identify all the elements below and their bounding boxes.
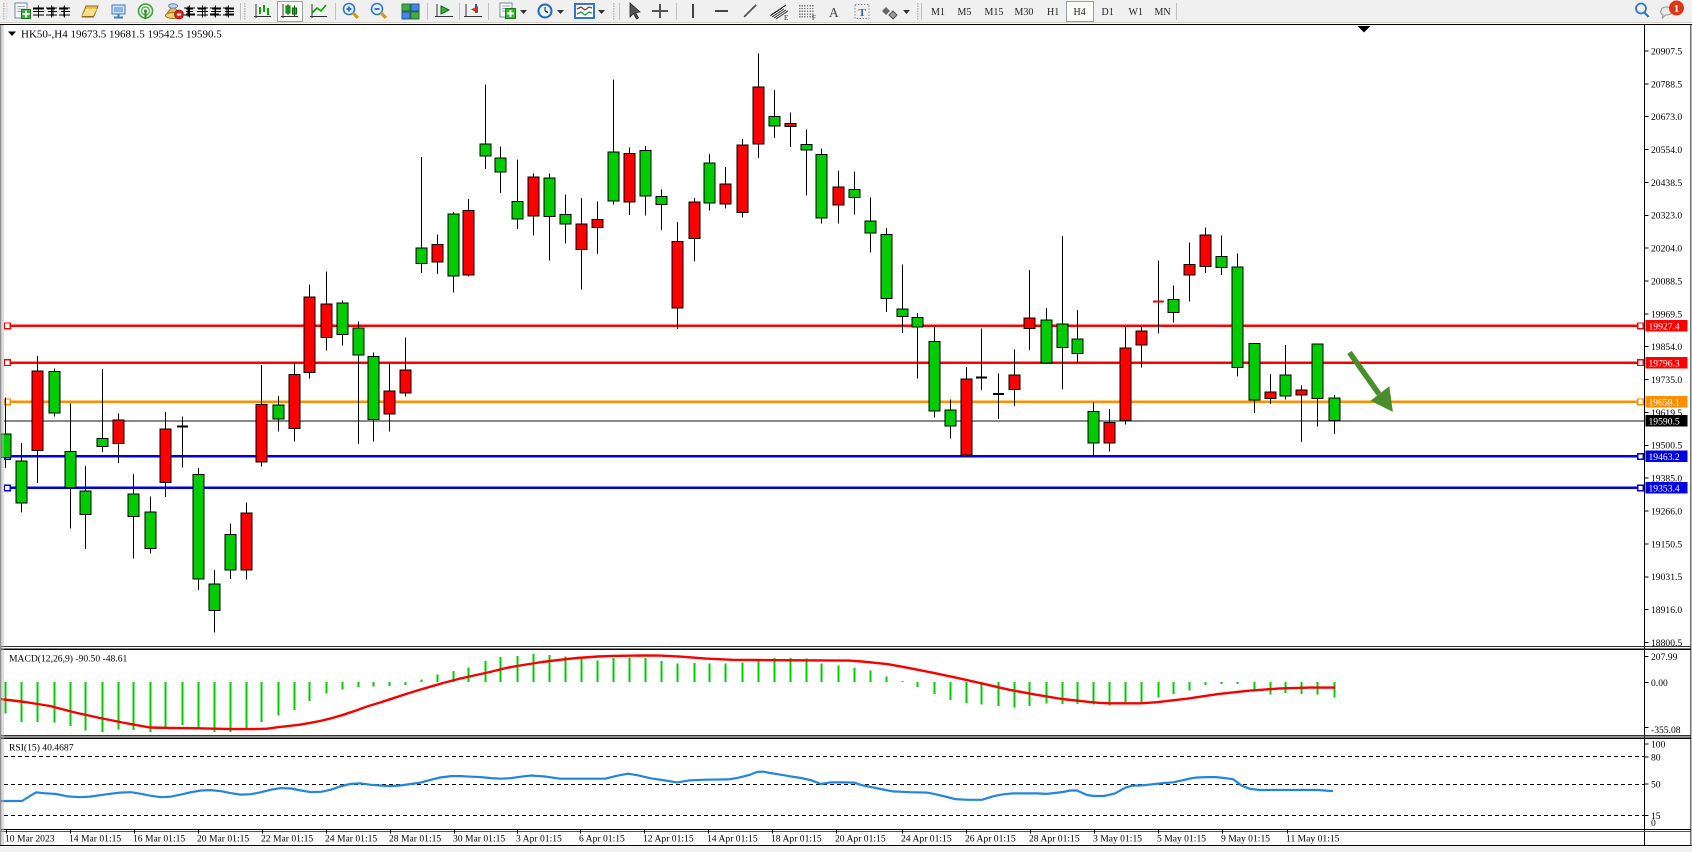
svg-text:19796.3: 19796.3 xyxy=(1649,358,1680,369)
svg-text:19500.5: 19500.5 xyxy=(1651,441,1682,452)
svg-text:19854.0: 19854.0 xyxy=(1651,342,1682,353)
svg-text:M15: M15 xyxy=(985,7,1004,18)
svg-text:100: 100 xyxy=(1651,739,1666,750)
svg-text:-355.08: -355.08 xyxy=(1651,725,1681,736)
svg-text:80: 80 xyxy=(1651,752,1661,763)
svg-text:20 Apr 01:15: 20 Apr 01:15 xyxy=(835,834,886,845)
svg-text:1: 1 xyxy=(1674,3,1680,15)
svg-text:19463.2: 19463.2 xyxy=(1649,452,1680,463)
svg-text:20438.5: 20438.5 xyxy=(1651,178,1682,189)
svg-text:5 May 01:15: 5 May 01:15 xyxy=(1157,834,1206,845)
svg-text:26 Apr 01:15: 26 Apr 01:15 xyxy=(965,834,1016,845)
svg-text:M1: M1 xyxy=(931,7,945,18)
svg-text:0.00: 0.00 xyxy=(1651,678,1668,689)
svg-text:RSI(15) 40.4687: RSI(15) 40.4687 xyxy=(9,743,74,754)
svg-text:207.99: 207.99 xyxy=(1651,652,1678,663)
svg-text:A: A xyxy=(829,5,839,20)
svg-text:24 Mar 01:15: 24 Mar 01:15 xyxy=(325,834,377,845)
svg-text:19969.5: 19969.5 xyxy=(1651,309,1682,320)
svg-text:H1: H1 xyxy=(1047,7,1059,18)
svg-text:D1: D1 xyxy=(1102,7,1114,18)
svg-text:3 Apr 01:15: 3 Apr 01:15 xyxy=(516,834,562,845)
svg-text:20907.5: 20907.5 xyxy=(1651,46,1682,57)
svg-text:20088.5: 20088.5 xyxy=(1651,276,1682,287)
svg-text:19619.5: 19619.5 xyxy=(1651,408,1682,419)
svg-text:6 Apr 01:15: 6 Apr 01:15 xyxy=(579,834,625,845)
svg-text:19031.5: 19031.5 xyxy=(1651,572,1682,583)
svg-text:18916.0: 18916.0 xyxy=(1651,605,1682,616)
svg-text:28 Apr 01:15: 28 Apr 01:15 xyxy=(1029,834,1080,845)
svg-text:20554.0: 20554.0 xyxy=(1651,145,1682,156)
svg-text:19150.5: 19150.5 xyxy=(1651,539,1682,550)
svg-text:20788.5: 20788.5 xyxy=(1651,79,1682,90)
svg-text:22 Mar 01:15: 22 Mar 01:15 xyxy=(261,834,313,845)
svg-text:30 Mar 01:15: 30 Mar 01:15 xyxy=(453,834,505,845)
svg-text:20323.0: 20323.0 xyxy=(1651,211,1682,222)
svg-text:20673.0: 20673.0 xyxy=(1651,112,1682,123)
svg-text:18 Apr 01:15: 18 Apr 01:15 xyxy=(771,834,822,845)
svg-text:F: F xyxy=(812,14,816,22)
svg-text:M5: M5 xyxy=(958,7,972,18)
svg-text:14 Mar 01:15: 14 Mar 01:15 xyxy=(69,834,121,845)
svg-text:16 Mar 01:15: 16 Mar 01:15 xyxy=(133,834,185,845)
svg-text:9 May 01:15: 9 May 01:15 xyxy=(1221,834,1270,845)
svg-text:19385.0: 19385.0 xyxy=(1651,474,1682,485)
svg-text:15: 15 xyxy=(1651,811,1661,822)
svg-text:50: 50 xyxy=(1651,780,1661,791)
svg-text:18800.5: 18800.5 xyxy=(1651,638,1682,649)
svg-text:24 Apr 01:15: 24 Apr 01:15 xyxy=(901,834,952,845)
svg-text:0: 0 xyxy=(1651,818,1656,829)
svg-text:M30: M30 xyxy=(1015,7,1034,18)
svg-text:12 Apr 01:15: 12 Apr 01:15 xyxy=(643,834,694,845)
svg-text:T: T xyxy=(859,7,867,19)
svg-text:HK50-,H4 19673.5 19681.5 1954: HK50-,H4 19673.5 19681.5 19542.5 19590.5 xyxy=(21,28,222,40)
svg-text:W1: W1 xyxy=(1129,7,1143,18)
svg-text:11 May 01:15: 11 May 01:15 xyxy=(1286,834,1340,845)
svg-text:10 Mar 2023: 10 Mar 2023 xyxy=(5,834,55,845)
svg-text:MN: MN xyxy=(1155,7,1171,18)
svg-text:19353.4: 19353.4 xyxy=(1649,484,1680,495)
svg-text:19266.0: 19266.0 xyxy=(1651,506,1682,517)
svg-text:19590.5: 19590.5 xyxy=(1649,417,1680,428)
svg-text:3 May 01:15: 3 May 01:15 xyxy=(1093,834,1142,845)
svg-text:20204.0: 20204.0 xyxy=(1651,244,1682,255)
svg-text:MACD(12,26,9) -90.50 -48.61: MACD(12,26,9) -90.50 -48.61 xyxy=(9,654,128,665)
svg-text:14 Apr 01:15: 14 Apr 01:15 xyxy=(707,834,758,845)
svg-text:20 Mar 01:15: 20 Mar 01:15 xyxy=(197,834,249,845)
svg-text:19927.4: 19927.4 xyxy=(1649,321,1680,332)
svg-text:19735.0: 19735.0 xyxy=(1651,375,1682,386)
svg-text:28 Mar 01:15: 28 Mar 01:15 xyxy=(389,834,441,845)
svg-text:E: E xyxy=(784,14,788,22)
svg-text:H4: H4 xyxy=(1074,7,1086,18)
svg-text:19658.1: 19658.1 xyxy=(1649,397,1680,408)
